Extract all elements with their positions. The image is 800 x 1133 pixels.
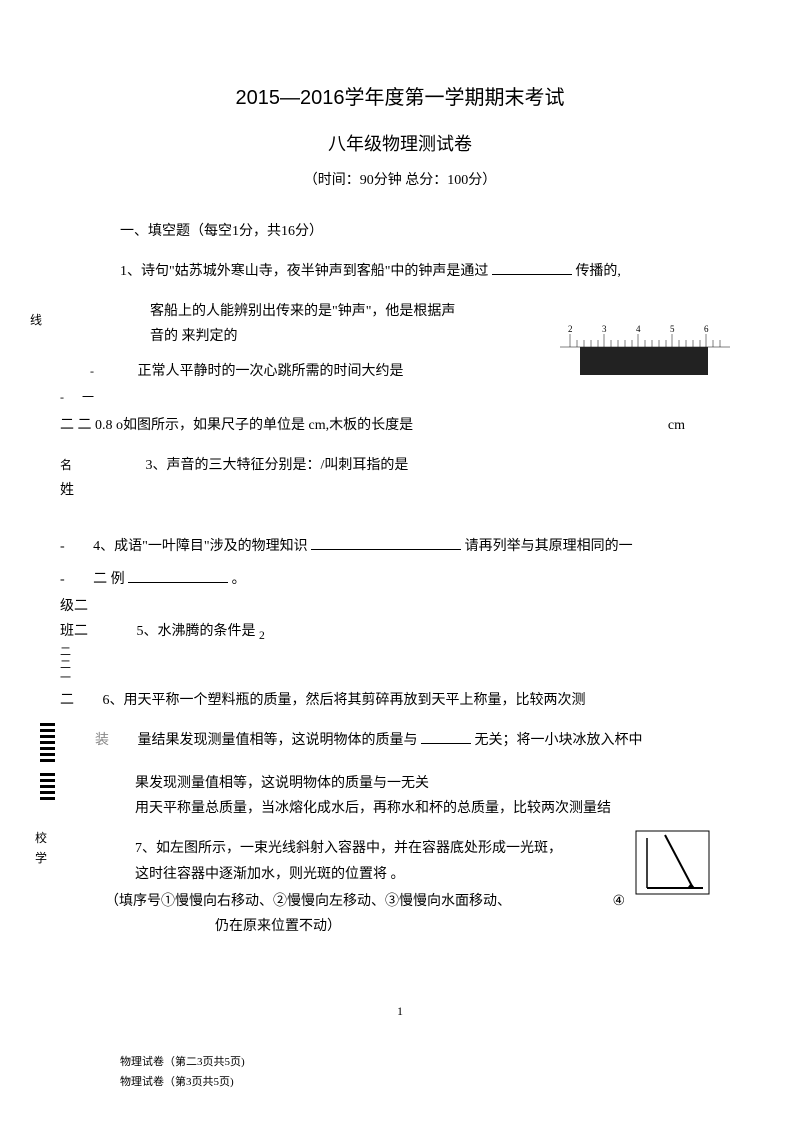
body-line9-suffix: 无关；将一小块冰放入杯中 <box>475 733 643 748</box>
svg-text:6: 6 <box>704 324 709 334</box>
svg-text:3: 3 <box>602 324 607 334</box>
ruler-image: 2 3 4 5 6 <box>560 322 730 377</box>
body-line14: 仍在原来位置不动） <box>215 914 740 939</box>
q1-text: 1、诗句"姑苏城外寒山寺，夜半钟声到客船"中的钟声是通过 <box>120 264 488 279</box>
d5: 二 <box>60 693 74 708</box>
dash6: - <box>60 572 65 587</box>
dash5: - <box>60 539 65 554</box>
body-line13: （填序号①慢慢向右移动、②慢慢向左移动、③慢慢向水面移动、 <box>105 894 511 909</box>
blank <box>311 534 461 550</box>
d4: 二 <box>60 659 740 672</box>
margin-xian: 线 <box>30 310 42 332</box>
body-line8: 6、用天平称一个塑料瓶的质量，然后将其剪碎再放到天平上称量，比较两次测 <box>103 693 586 708</box>
body-line5: 4、成语"一叶障目"涉及的物理知识 <box>93 539 307 554</box>
margin-xing: 姓 <box>60 478 740 503</box>
margin-zhuang: 装 <box>95 733 109 748</box>
blank <box>492 259 572 275</box>
footer-line2: 物理试卷（第3页共5页) <box>120 1073 245 1093</box>
question-1: 1、诗句"姑苏城外寒山寺，夜半钟声到客船"中的钟声是通过 传播的, <box>120 259 740 284</box>
footer: 物理试卷（第二3页共5页) 物理试卷（第3页共5页) <box>120 1053 245 1093</box>
svg-text:5: 5 <box>670 324 675 334</box>
body-line11: 用天平称量总质量，当冰熔化成水后，再称水和杯的总质量，比较两次测量结 <box>135 801 611 816</box>
margin-ming: 名 <box>60 458 72 472</box>
dash-row: - <box>60 390 64 404</box>
page-number: 1 <box>397 1001 403 1023</box>
blank <box>421 728 471 744</box>
dash-row2: 一 <box>82 390 94 404</box>
blank <box>128 567 228 583</box>
body-line6-suffix: 。 <box>232 572 246 587</box>
margin-ban: 班二 <box>60 624 88 639</box>
exam-subtitle: （时间：90分钟 总分：100分） <box>60 168 740 193</box>
section-header: 一、填空题（每空1分，共16分） <box>120 219 740 244</box>
svg-text:2: 2 <box>568 324 573 334</box>
binding-marks <box>40 720 55 765</box>
sub2: 2 <box>259 629 265 642</box>
d6: 一 <box>60 672 740 685</box>
dash: - <box>90 364 94 378</box>
body-line1: 客船上的人能辨别出传来的是"钟声"，他是根据声音的 来判定的 <box>150 299 460 349</box>
cm-label: cm <box>668 413 685 438</box>
margin-xue: 学 <box>35 848 47 870</box>
body-line10: 果发现测量值相等，这说明物体的质量与一无关 <box>135 776 429 791</box>
circle-4: ④ <box>612 889 625 914</box>
margin-xiao: 校 <box>35 828 47 850</box>
body-line3: 二 二 0.8 o如图所示，如果尺子的单位是 cm,木板的长度是 <box>60 418 413 433</box>
body-line7: 5、水沸腾的条件是 <box>137 624 256 639</box>
body-line4: 3、声音的三大特征分别是：/叫刺耳指的是 <box>146 458 409 473</box>
d3: 二 <box>60 646 740 659</box>
binding-marks-2 <box>40 770 55 803</box>
body-line9: 量结果发现测量值相等，这说明物体的质量与 <box>138 733 418 748</box>
margin-ji: 级二 <box>60 599 88 614</box>
body-line6: 二 例 <box>93 572 125 587</box>
exam-title-2: 八年级物理测试卷 <box>60 128 740 160</box>
light-diagram <box>635 830 710 895</box>
svg-text:4: 4 <box>636 324 641 334</box>
body-line5-suffix: 请再列举与其原理相同的一 <box>465 539 633 554</box>
exam-title-1: 2015—2016学年度第一学期期末考试 <box>60 80 740 116</box>
body-line2: 正常人平静时的一次心跳所需的时间大约是 <box>138 364 404 379</box>
body-line12: 7、如左图所示，一束光线斜射入容器中，并在容器底处形成一光斑，这时往容器中逐渐加… <box>135 836 565 886</box>
q1-suffix: 传播的, <box>575 264 621 279</box>
footer-line1: 物理试卷（第二3页共5页) <box>120 1053 245 1073</box>
